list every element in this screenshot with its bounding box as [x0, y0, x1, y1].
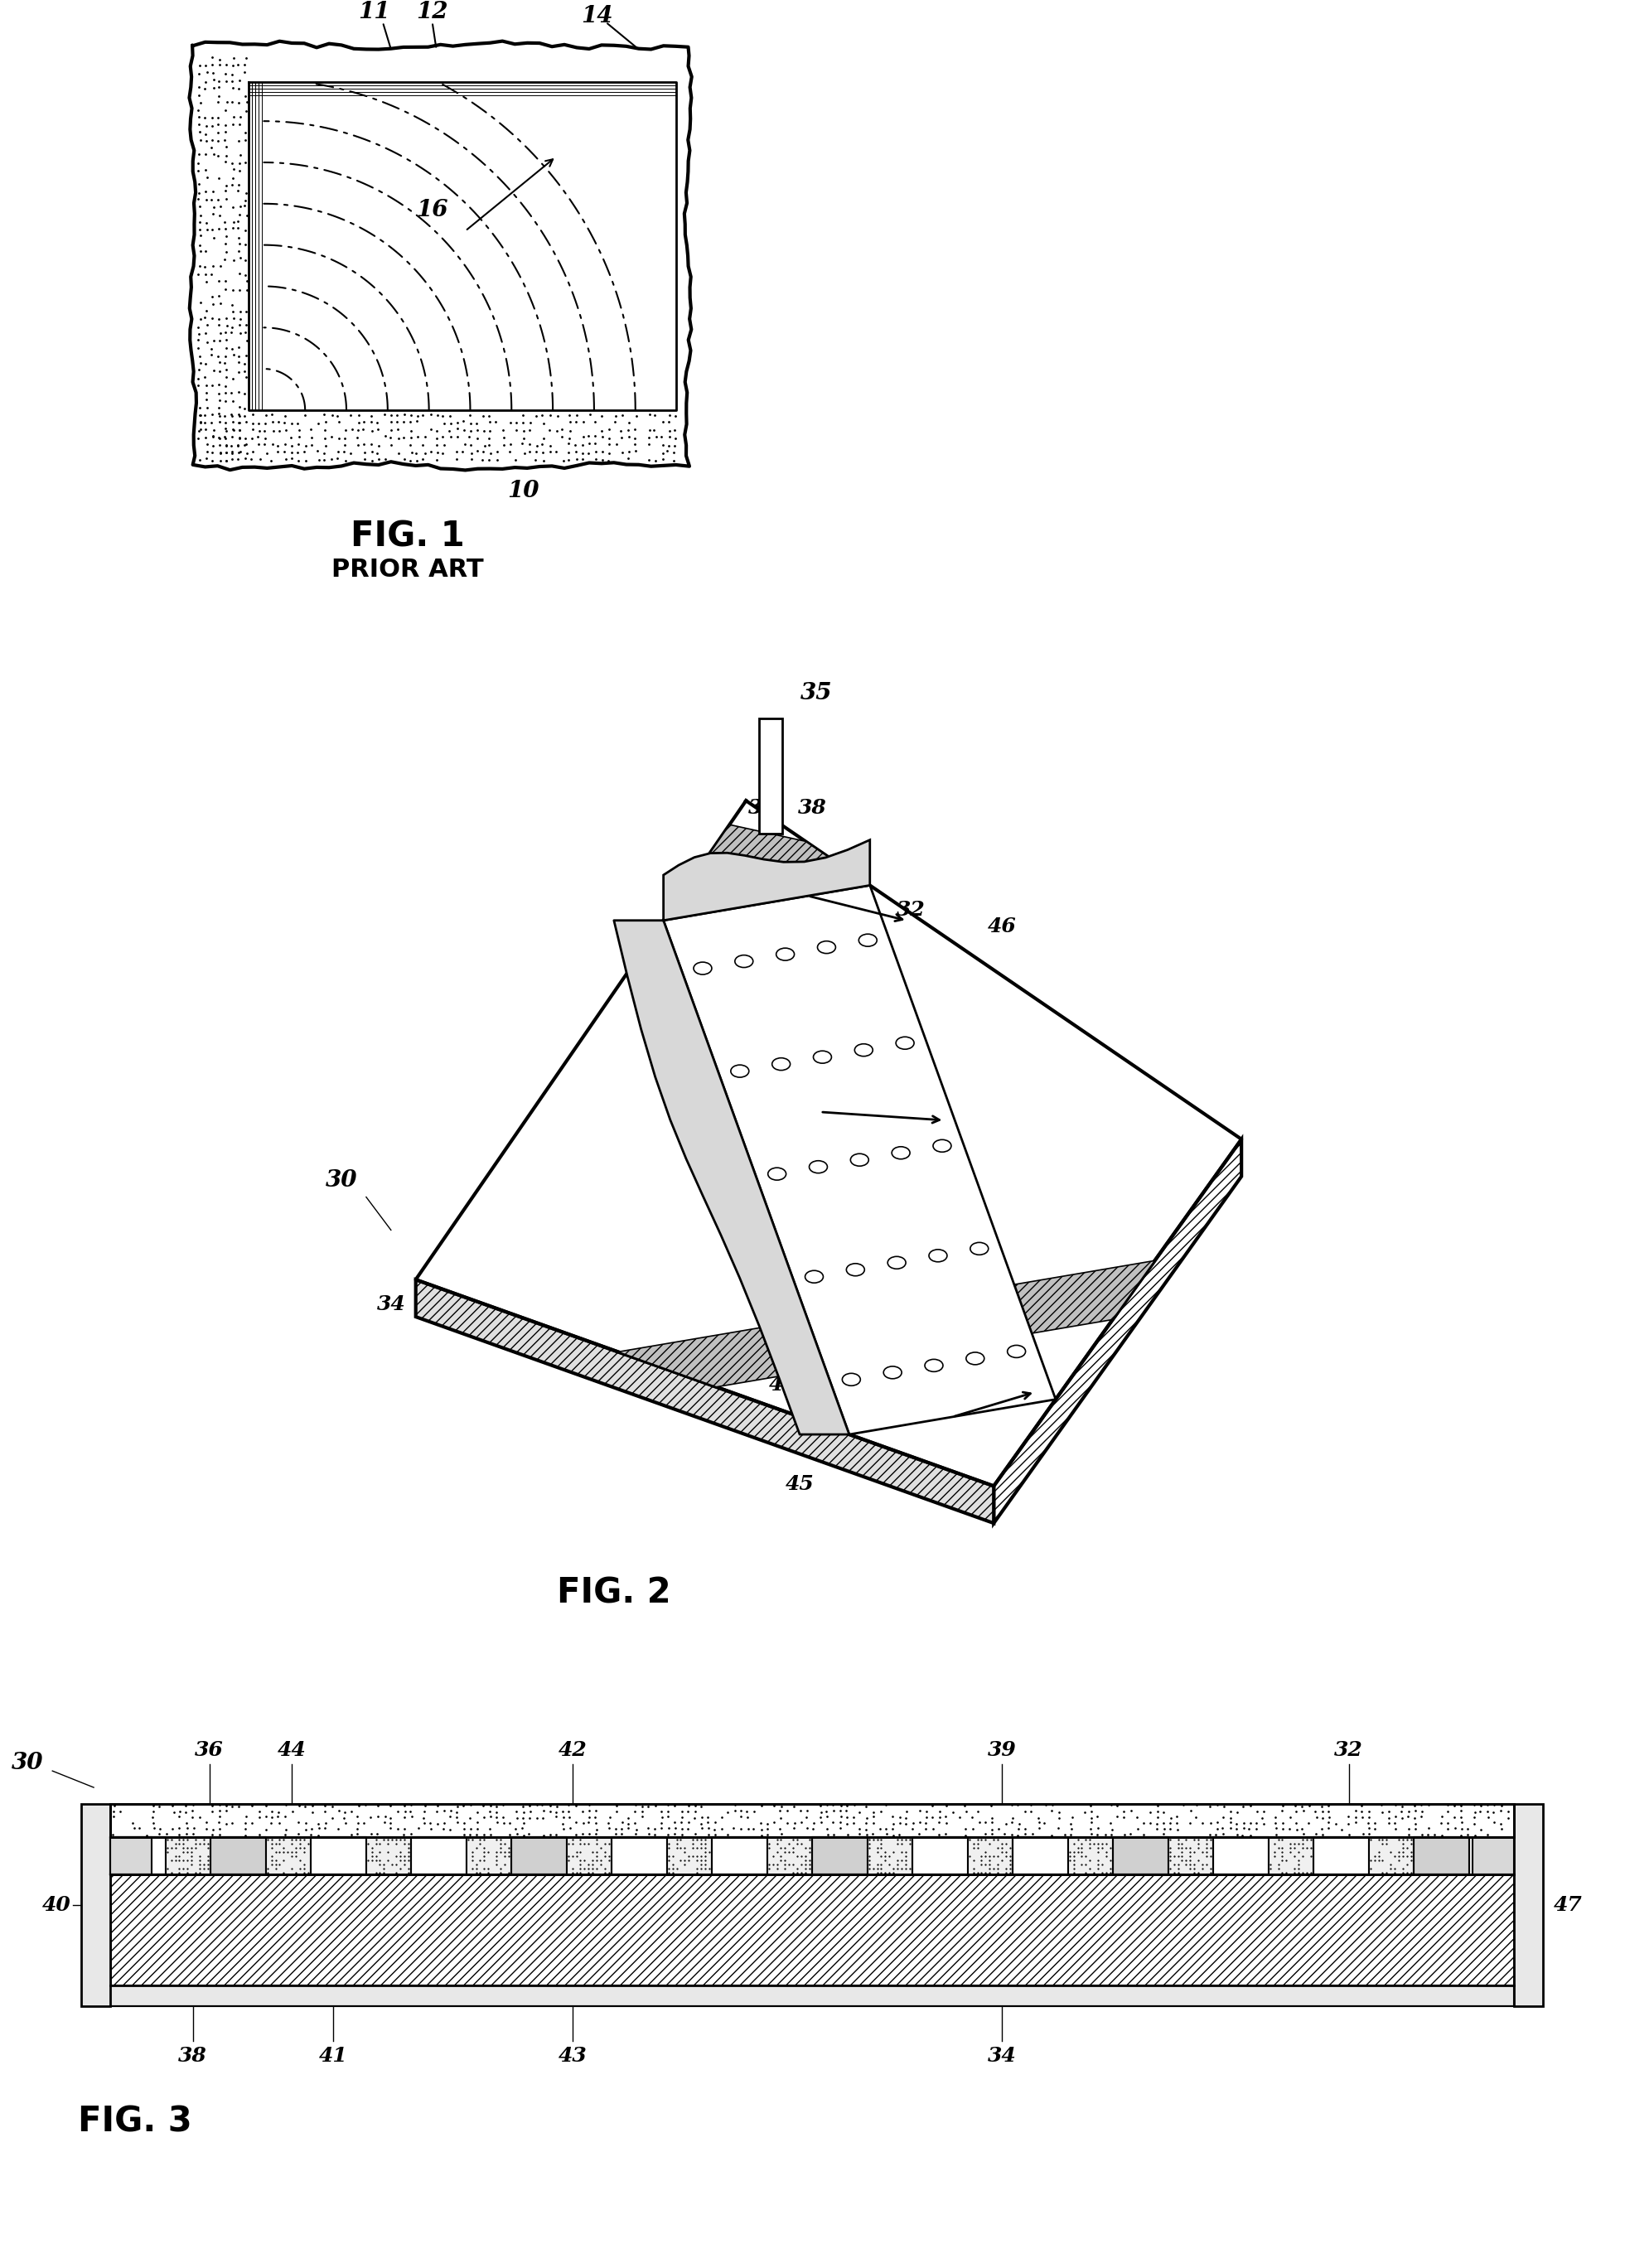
Ellipse shape — [933, 1139, 951, 1152]
Bar — [111, 1803, 1515, 1837]
Bar — [466, 1837, 512, 1873]
Ellipse shape — [967, 1352, 985, 1365]
Text: 38: 38 — [179, 2046, 206, 2066]
Ellipse shape — [850, 1154, 869, 1166]
Ellipse shape — [887, 1256, 905, 1268]
Bar — [1012, 1837, 1068, 1873]
Text: FIG. 1: FIG. 1 — [351, 519, 465, 553]
Ellipse shape — [804, 1270, 824, 1284]
Ellipse shape — [731, 1066, 749, 1077]
Ellipse shape — [895, 1036, 915, 1050]
Bar — [1113, 1837, 1168, 1873]
Text: 43: 43 — [559, 2046, 587, 2066]
Ellipse shape — [735, 955, 752, 968]
Text: 12: 12 — [416, 0, 449, 23]
Text: 10: 10 — [507, 481, 540, 501]
Ellipse shape — [777, 948, 795, 959]
Text: 34: 34 — [377, 1295, 405, 1315]
Text: 47: 47 — [1554, 1894, 1583, 1914]
Bar — [265, 1837, 310, 1873]
Text: 46: 46 — [988, 916, 1016, 937]
Bar — [967, 1837, 1012, 1873]
Text: FIG. 2: FIG. 2 — [557, 1576, 671, 1610]
Bar — [1368, 1837, 1414, 1873]
Bar — [1472, 1837, 1515, 1873]
Bar — [759, 719, 782, 835]
Bar — [868, 1837, 912, 1873]
Ellipse shape — [855, 1043, 873, 1057]
Bar — [1515, 1803, 1542, 2007]
Ellipse shape — [772, 1057, 790, 1070]
Bar — [666, 1837, 712, 1873]
Ellipse shape — [842, 1374, 860, 1386]
Bar — [366, 1837, 411, 1873]
Bar — [767, 1837, 812, 1873]
Ellipse shape — [694, 962, 712, 975]
Polygon shape — [995, 1139, 1242, 1524]
Bar — [81, 1803, 111, 2007]
Ellipse shape — [884, 1365, 902, 1379]
Polygon shape — [614, 921, 850, 1433]
Ellipse shape — [814, 1050, 832, 1064]
Text: 35: 35 — [800, 683, 832, 705]
Text: 14: 14 — [582, 5, 613, 27]
Bar — [512, 1837, 567, 1873]
Bar — [1268, 1837, 1313, 1873]
Bar — [111, 1873, 1515, 1985]
Ellipse shape — [858, 934, 878, 946]
Polygon shape — [416, 801, 1242, 1486]
Text: 32: 32 — [1334, 1740, 1363, 1760]
Ellipse shape — [817, 941, 835, 953]
Bar — [211, 1837, 265, 1873]
Text: 11: 11 — [359, 0, 390, 23]
Text: 30: 30 — [325, 1170, 358, 1191]
Text: 44: 44 — [769, 1374, 798, 1395]
Text: 36: 36 — [195, 1740, 224, 1760]
Ellipse shape — [925, 1359, 942, 1372]
Text: 36: 36 — [748, 798, 777, 819]
Text: PRIOR ART: PRIOR ART — [332, 558, 484, 581]
Polygon shape — [663, 885, 1056, 1433]
Ellipse shape — [970, 1243, 988, 1254]
Bar — [1414, 1837, 1469, 1873]
Ellipse shape — [930, 1250, 947, 1261]
Ellipse shape — [892, 1148, 910, 1159]
Text: 41: 41 — [318, 2046, 348, 2066]
Ellipse shape — [769, 1168, 787, 1179]
Text: 38: 38 — [798, 798, 827, 819]
Ellipse shape — [847, 1263, 864, 1277]
Text: 40: 40 — [42, 1894, 72, 1914]
Text: 45: 45 — [785, 1474, 814, 1495]
Text: 34: 34 — [988, 2046, 1016, 2066]
Text: 44: 44 — [278, 1740, 306, 1760]
Text: 39: 39 — [988, 1740, 1016, 1760]
Text: 30: 30 — [11, 1751, 44, 1774]
Bar — [1214, 1837, 1268, 1873]
Ellipse shape — [809, 1161, 827, 1173]
Bar — [111, 1985, 1515, 2007]
Polygon shape — [687, 826, 855, 887]
Bar — [411, 1837, 466, 1873]
Bar — [812, 1837, 868, 1873]
Bar — [1313, 1837, 1368, 1873]
Bar — [111, 1837, 151, 1873]
Text: 16: 16 — [416, 200, 449, 222]
Bar — [611, 1837, 666, 1873]
Bar — [111, 1837, 166, 1873]
Bar — [912, 1837, 967, 1873]
Bar — [712, 1837, 767, 1873]
Polygon shape — [618, 1261, 1155, 1388]
Bar — [310, 1837, 366, 1873]
Bar — [1068, 1837, 1113, 1873]
Text: 42: 42 — [559, 1740, 587, 1760]
Bar — [1168, 1837, 1214, 1873]
Text: FIG. 3: FIG. 3 — [78, 2105, 192, 2139]
Text: 32: 32 — [897, 900, 926, 921]
Polygon shape — [663, 839, 869, 921]
Bar — [567, 1837, 611, 1873]
Bar — [166, 1837, 211, 1873]
Ellipse shape — [1008, 1345, 1025, 1359]
Polygon shape — [416, 1279, 995, 1524]
